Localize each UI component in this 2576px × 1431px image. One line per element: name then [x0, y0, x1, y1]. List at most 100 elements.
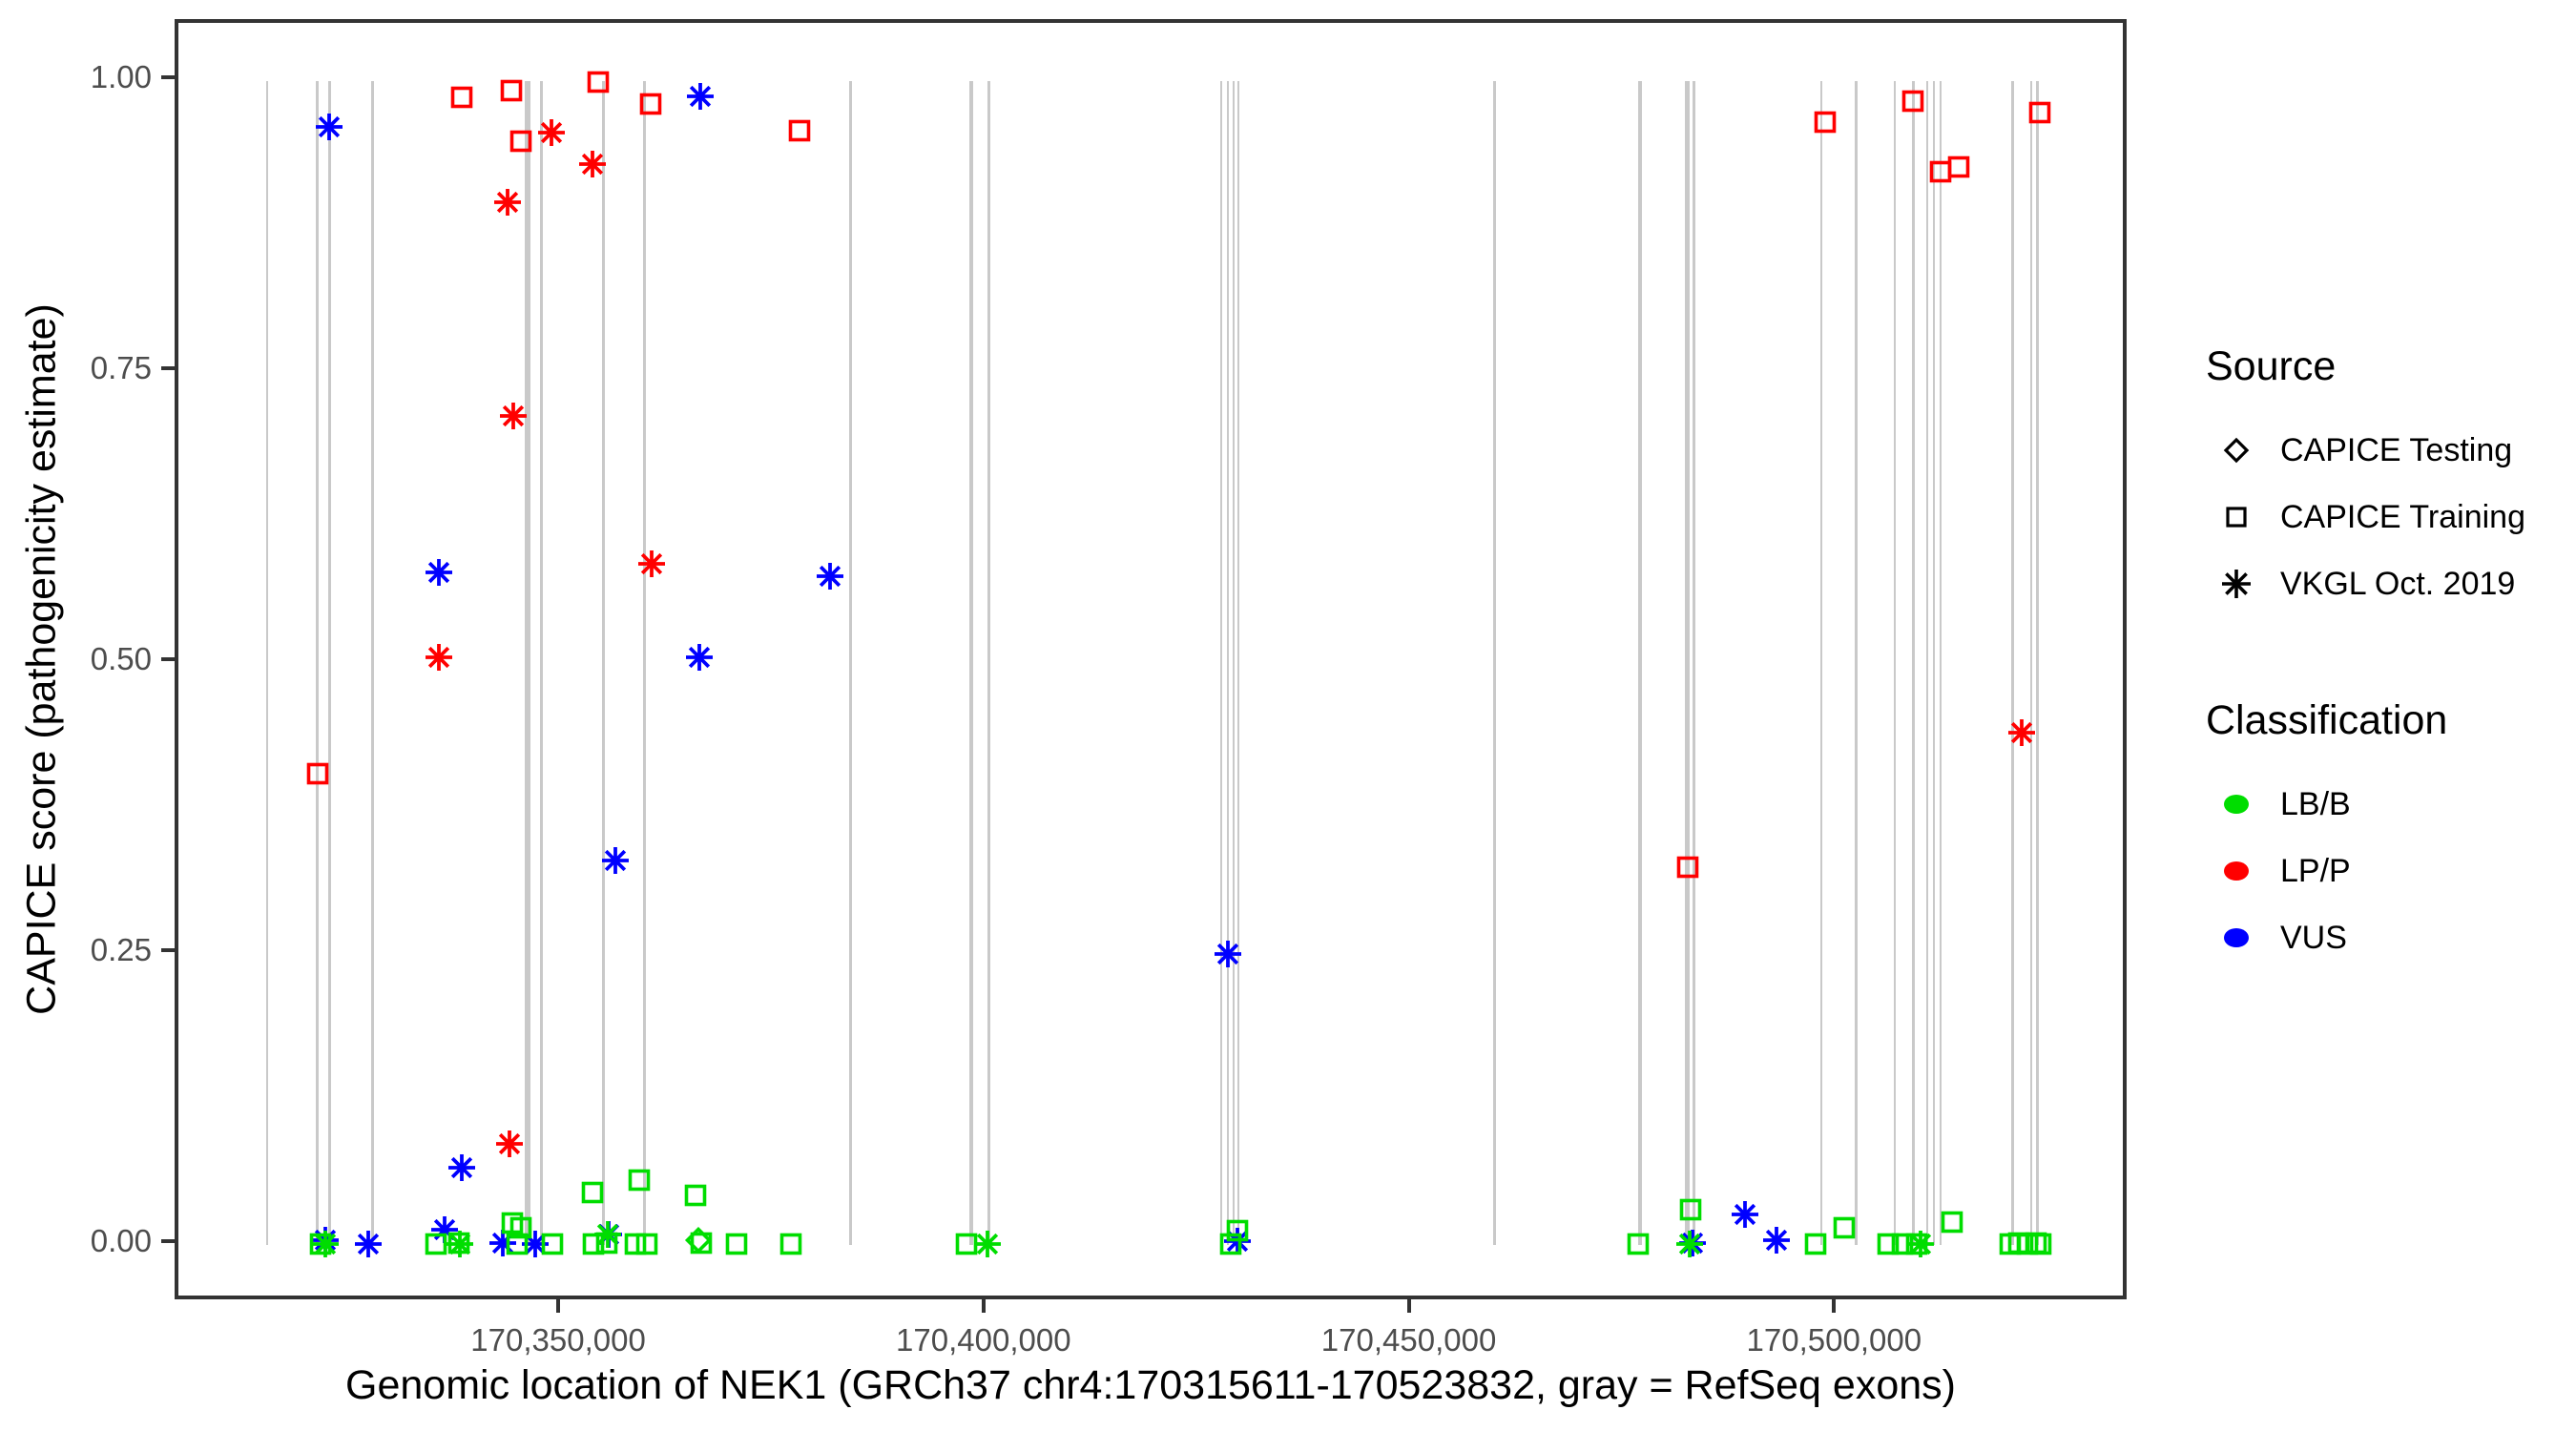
plot-area	[175, 19, 2127, 1299]
data-point-square	[2025, 1229, 2056, 1264]
refseq-exon-line	[1926, 81, 1929, 1245]
data-point-asterisk	[494, 1129, 525, 1164]
data-point-asterisk	[1761, 1225, 1792, 1260]
data-point-square	[583, 67, 613, 102]
x-tick	[1832, 1299, 1837, 1313]
refseq-exon-line	[2010, 81, 2014, 1245]
square-marker-icon	[2206, 501, 2267, 533]
legend-item-label: LB/B	[2280, 785, 2351, 822]
green-dot-icon	[2206, 795, 2267, 814]
legend-item-label: VUS	[2280, 919, 2347, 956]
y-tick	[161, 366, 175, 370]
data-point-square	[592, 1228, 622, 1263]
data-point-square	[497, 1208, 528, 1243]
y-tick	[161, 75, 175, 79]
legend-source-title: Source	[2206, 343, 2337, 389]
data-point-square	[506, 126, 536, 161]
refseq-exon-line	[539, 81, 543, 1245]
data-point-asterisk	[1730, 1199, 1760, 1234]
legend-item-label: CAPICE Training	[2280, 498, 2525, 535]
refseq-exon-line	[1492, 81, 1496, 1245]
data-point-square	[444, 1228, 474, 1263]
data-point-asterisk	[593, 1219, 624, 1255]
data-point-square	[620, 1229, 651, 1264]
data-point-asterisk	[424, 557, 454, 592]
refseq-exon-line	[642, 81, 646, 1245]
legend-item-vkgl: VKGL Oct. 2019	[2206, 550, 2568, 617]
x-tick-label: 170,400,000	[896, 1322, 1071, 1358]
refseq-exon-line	[370, 81, 374, 1245]
data-point-square	[951, 1229, 982, 1264]
data-point-square	[635, 89, 666, 124]
y-tick-label: 0.50	[90, 641, 152, 676]
refseq-exon-line	[1685, 81, 1691, 1245]
data-point-asterisk	[492, 187, 523, 222]
data-point-asterisk	[636, 549, 667, 584]
refseq-exon-line	[1820, 81, 1823, 1245]
refseq-exon-line	[1894, 81, 1897, 1245]
refseq-exon-line	[1237, 81, 1240, 1245]
data-point-square	[1943, 152, 1974, 187]
legend-item-capice-testing: CAPICE Testing	[2206, 417, 2568, 484]
data-point-asterisk	[488, 1228, 518, 1263]
data-point-square	[721, 1229, 752, 1264]
data-point-square	[421, 1229, 451, 1264]
refseq-exon-line	[1940, 81, 1942, 1245]
data-point-asterisk	[447, 1152, 477, 1188]
refseq-exon-line	[1692, 81, 1695, 1245]
y-tick	[161, 948, 175, 952]
legend-item-lbb: LB/B	[2206, 771, 2568, 838]
refseq-exon-line	[2035, 81, 2039, 1245]
asterisk-marker-icon	[2206, 566, 2267, 602]
blue-dot-icon	[2206, 928, 2267, 947]
data-point-asterisk	[815, 561, 845, 596]
legend-item-vus: VUS	[2206, 904, 2568, 971]
refseq-exon-line	[1233, 81, 1236, 1245]
data-point-asterisk	[1905, 1229, 1936, 1264]
x-tick	[556, 1299, 561, 1313]
y-tick	[161, 1239, 175, 1243]
x-tick-label: 170,350,000	[470, 1322, 646, 1358]
refseq-exon-line	[315, 81, 319, 1245]
legend-item-capice-training: CAPICE Training	[2206, 484, 2568, 550]
data-point-square	[1800, 1229, 1831, 1264]
legend-item-label: CAPICE Testing	[2280, 431, 2513, 468]
data-point-square	[2025, 97, 2055, 133]
data-point-square	[1675, 1194, 1706, 1230]
x-tick	[1406, 1299, 1411, 1313]
data-point-asterisk	[353, 1229, 384, 1264]
refseq-exon-line	[1638, 81, 1643, 1245]
data-point-asterisk	[685, 81, 716, 116]
refseq-exon-line	[969, 81, 974, 1245]
refseq-exon-line	[1911, 81, 1915, 1245]
legend-item-lpp: LP/P	[2206, 838, 2568, 904]
data-point-square	[496, 75, 527, 111]
legend-classification-title: Classification	[2206, 697, 2448, 743]
data-point-asterisk	[429, 1214, 460, 1250]
data-point-asterisk	[600, 845, 631, 881]
y-tick-label: 0.25	[90, 932, 152, 967]
data-point-square	[305, 1229, 336, 1264]
refseq-exon-line	[848, 81, 852, 1245]
data-point-square	[447, 82, 477, 117]
refseq-exon-line	[987, 81, 990, 1245]
data-point-asterisk	[592, 1219, 623, 1255]
data-point-asterisk	[684, 642, 715, 677]
diamond-marker-icon	[2206, 434, 2267, 467]
refseq-exon-line	[601, 81, 605, 1245]
refseq-exon-line	[1227, 81, 1230, 1245]
data-point-square	[624, 1165, 654, 1200]
x-tick-label: 170,500,000	[1746, 1322, 1922, 1358]
refseq-exon-line	[327, 81, 331, 1245]
refseq-exon-line	[1854, 81, 1858, 1245]
x-tick-label: 170,450,000	[1320, 1322, 1497, 1358]
refseq-exon-line	[525, 81, 531, 1245]
data-point-square	[680, 1180, 711, 1215]
refseq-exon-line	[1933, 81, 1936, 1245]
y-tick	[161, 657, 175, 661]
y-tick-label: 0.00	[90, 1223, 152, 1258]
data-point-asterisk	[424, 642, 454, 677]
data-point-diamond	[683, 1225, 714, 1260]
data-point-square	[686, 1228, 717, 1263]
